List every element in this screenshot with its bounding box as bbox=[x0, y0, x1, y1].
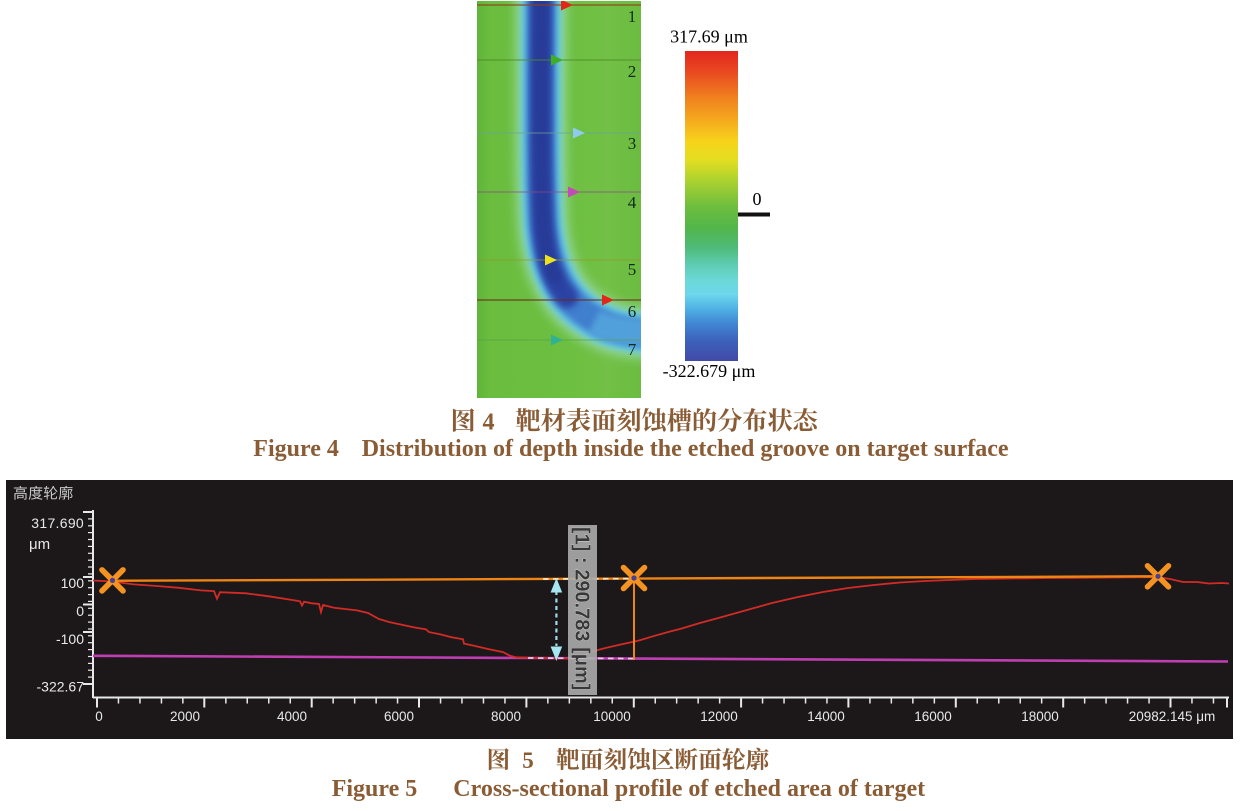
svg-text:10000: 10000 bbox=[593, 709, 631, 724]
svg-text:-100: -100 bbox=[56, 631, 84, 647]
svg-text:1: 1 bbox=[628, 7, 637, 26]
svg-text:16000: 16000 bbox=[914, 709, 952, 724]
svg-text:-322.679 μm: -322.679 μm bbox=[663, 361, 756, 381]
svg-text:4000: 4000 bbox=[277, 709, 307, 724]
svg-text:18000: 18000 bbox=[1021, 709, 1059, 724]
svg-text:7: 7 bbox=[628, 340, 637, 359]
svg-text:317.690: 317.690 bbox=[31, 515, 84, 531]
svg-text:6: 6 bbox=[628, 302, 637, 321]
svg-text:μm: μm bbox=[29, 536, 50, 553]
svg-text:5: 5 bbox=[522, 748, 534, 773]
svg-text:5: 5 bbox=[628, 260, 637, 279]
svg-text:[1] : 290.783 [μm]: [1] : 290.783 [μm] bbox=[571, 527, 593, 690]
svg-text:317.69 μm: 317.69 μm bbox=[670, 27, 748, 47]
svg-text:2: 2 bbox=[628, 62, 637, 81]
svg-text:4: 4 bbox=[483, 410, 495, 436]
svg-text:14000: 14000 bbox=[807, 709, 845, 724]
svg-text:0: 0 bbox=[95, 709, 103, 724]
svg-text:Figure 5: Figure 5 bbox=[332, 776, 418, 802]
svg-text:12000: 12000 bbox=[700, 709, 738, 724]
svg-text:Distribution of depth inside t: Distribution of depth inside the etched … bbox=[362, 436, 1009, 462]
svg-text:2000: 2000 bbox=[170, 709, 200, 724]
svg-text:6000: 6000 bbox=[384, 709, 414, 724]
svg-text:0: 0 bbox=[753, 189, 762, 209]
svg-text:0: 0 bbox=[76, 603, 84, 619]
svg-text:4: 4 bbox=[628, 193, 637, 212]
svg-text:Cross-sectional profile of etc: Cross-sectional profile of etched area o… bbox=[453, 776, 925, 802]
svg-text:20982.145 μm: 20982.145 μm bbox=[1129, 709, 1216, 724]
svg-text:Figure 4: Figure 4 bbox=[253, 436, 339, 462]
svg-text:8000: 8000 bbox=[491, 709, 521, 724]
svg-text:-322.67: -322.67 bbox=[37, 679, 85, 695]
svg-text:100: 100 bbox=[61, 575, 85, 591]
svg-text:3: 3 bbox=[628, 134, 637, 153]
